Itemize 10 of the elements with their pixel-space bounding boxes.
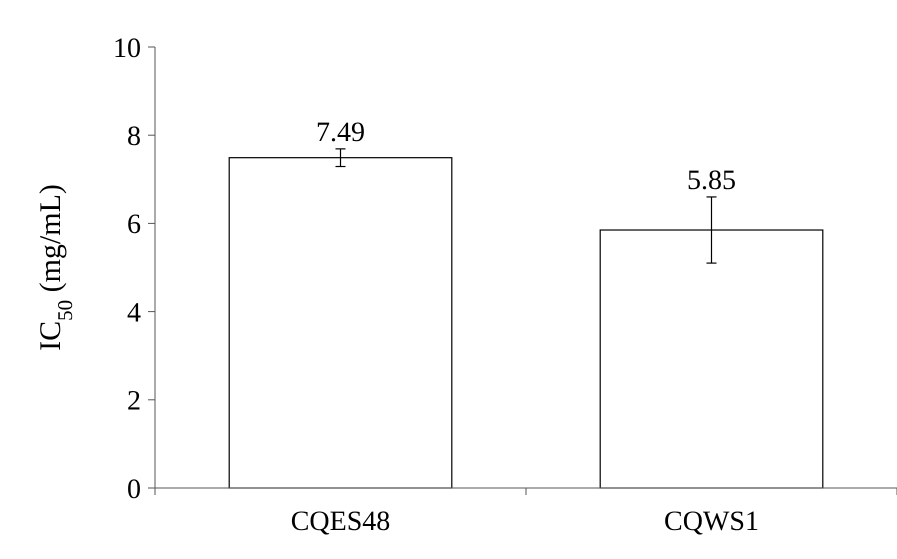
data-label: 5.85 <box>687 164 736 196</box>
x-tick-label: CQWS1 <box>664 506 759 537</box>
x-tick-label: CQES48 <box>290 506 390 537</box>
y-tick-label: 6 <box>127 209 141 240</box>
data-label: 7.49 <box>316 116 365 148</box>
y-tick-label: 8 <box>127 121 141 152</box>
y-tick-label: 0 <box>127 474 141 505</box>
y-tick-label: 4 <box>127 297 141 328</box>
y-tick-label: 2 <box>127 386 141 417</box>
y-tick-label: 10 <box>113 32 141 64</box>
